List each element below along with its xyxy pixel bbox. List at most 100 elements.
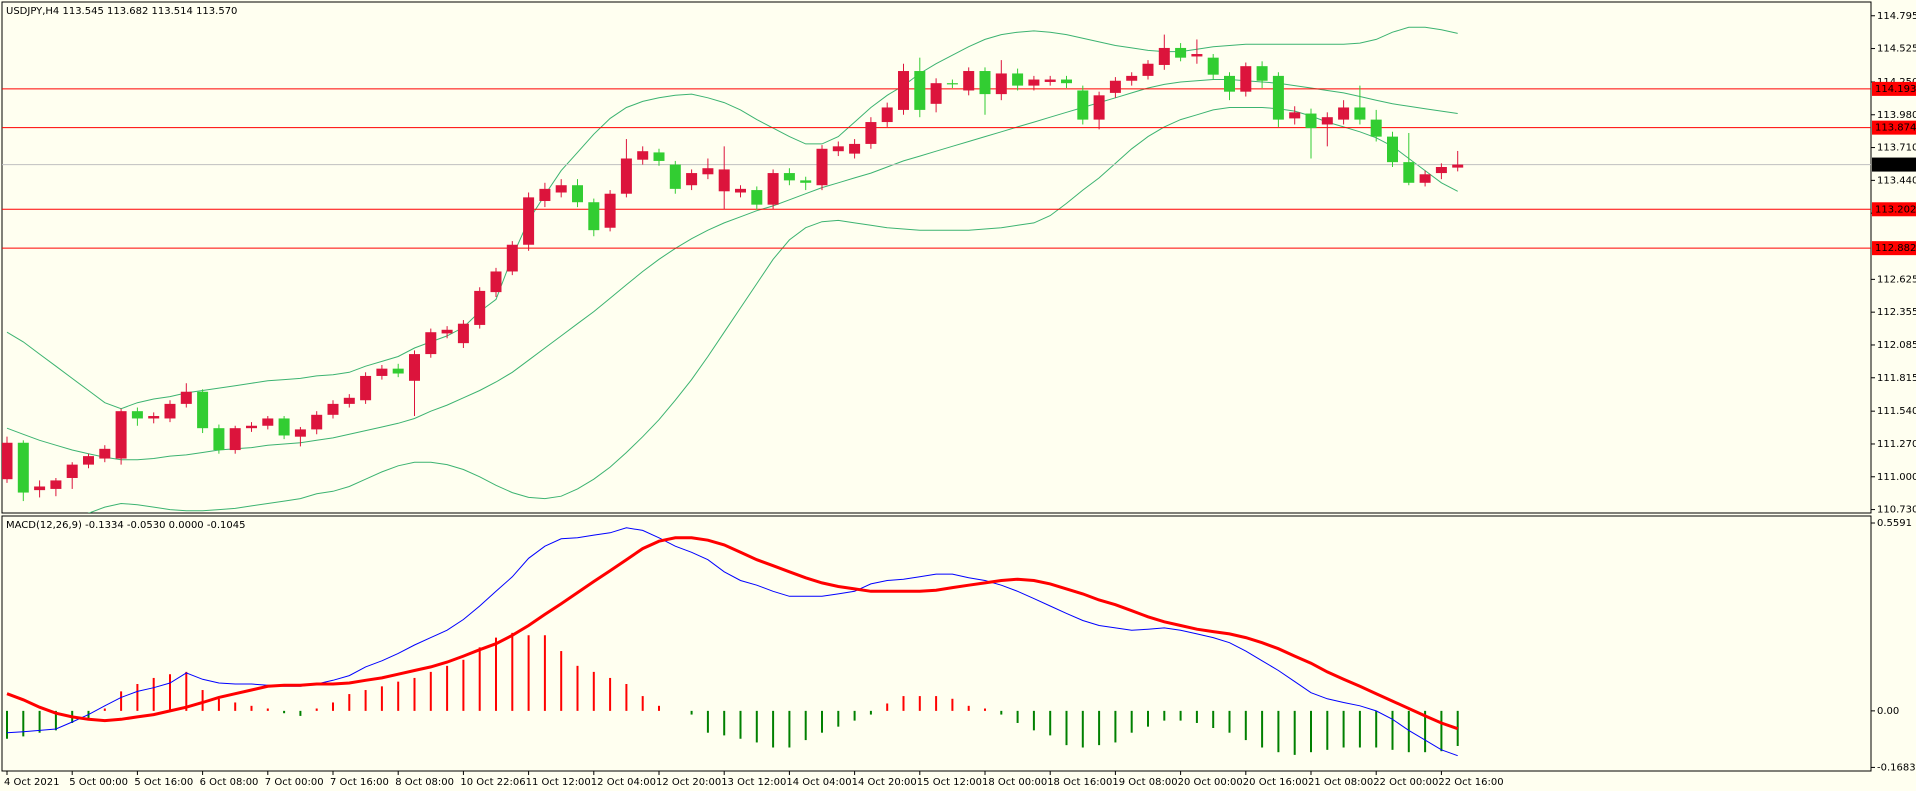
candle-body [1435, 166, 1447, 174]
candle-body [294, 429, 306, 437]
candle-body [1012, 73, 1024, 86]
candle-body [131, 411, 143, 419]
candle-body [425, 332, 437, 355]
candle-body [751, 190, 763, 205]
candle-body [148, 416, 160, 419]
y-tick-label: 114.795 [1877, 11, 1916, 22]
x-tick-label: 20 Oct 16:00 [1243, 777, 1308, 788]
candle-body [1305, 113, 1317, 129]
candle-body [572, 185, 583, 203]
candle-body [474, 290, 486, 325]
x-tick-label: 12 Oct 04:00 [591, 777, 656, 788]
y-tick-label: 113.440 [1877, 175, 1916, 186]
candle-body [213, 428, 225, 451]
candle-body [376, 368, 388, 376]
candle-body [767, 173, 779, 205]
chart-title: USDJPY,H4 113.545 113.682 113.514 113.57… [6, 6, 237, 17]
candle-body [1354, 107, 1366, 120]
candle-body [392, 368, 404, 374]
candle-body [1272, 75, 1284, 120]
candle-body [686, 173, 698, 186]
candle-body [1419, 174, 1431, 183]
level-tag [1872, 81, 1916, 96]
candle-body [409, 354, 420, 381]
band [6, 79, 1458, 461]
candle-body [653, 152, 665, 161]
candle-body [327, 403, 339, 415]
y-tick-label: 111.540 [1877, 406, 1916, 417]
candle-body [604, 193, 616, 228]
candle-body [2, 442, 13, 480]
candle-body [343, 397, 355, 404]
candle-body [1158, 47, 1170, 65]
candle-body [1175, 47, 1187, 58]
candle-body [490, 271, 502, 293]
x-tick-label: 18 Oct 16:00 [1047, 777, 1112, 788]
y-tick-label: 111.815 [1877, 373, 1916, 384]
price-tag [1872, 157, 1916, 172]
x-tick-label: 15 Oct 12:00 [917, 777, 982, 788]
x-tick-label: 14 Oct 04:00 [786, 777, 851, 788]
candle-body [1289, 112, 1301, 119]
candle-body [1387, 136, 1398, 163]
candle-body [1191, 54, 1203, 57]
y-tick-label: 111.270 [1877, 439, 1916, 450]
y-tick-label: 114.525 [1877, 44, 1916, 55]
candle-body [17, 442, 29, 493]
candle-body [816, 148, 828, 186]
y-tick-label: 110.730 [1877, 505, 1916, 516]
candle-body [930, 83, 942, 104]
candle-body [246, 425, 257, 429]
candle-body [995, 73, 1007, 95]
x-tick-label: 5 Oct 16:00 [134, 777, 193, 788]
candle-body [783, 173, 795, 181]
candle-body [1028, 79, 1040, 86]
y-tick-label: 112.355 [1877, 307, 1916, 318]
x-tick-label: 5 Oct 00:00 [69, 777, 128, 788]
candle-body [83, 456, 94, 465]
x-tick-label: 11 Oct 12:00 [526, 777, 591, 788]
candle-body [115, 411, 127, 459]
candle-body [1093, 95, 1105, 120]
y-tick-label: 112.085 [1877, 340, 1916, 351]
y-tick-label: 0.00 [1877, 706, 1899, 717]
candle-body [555, 185, 567, 193]
candle-body [457, 323, 469, 344]
level-tag [1872, 241, 1916, 256]
y-tick-label: 113.980 [1877, 110, 1916, 121]
indicator-title: MACD(12,26,9) -0.1334 -0.0530 0.0000 -0.… [6, 520, 245, 531]
candle-body [702, 168, 714, 175]
candle-body [620, 158, 632, 194]
candle-body [1403, 162, 1415, 183]
candle-body [1126, 75, 1138, 81]
band [87, 107, 1458, 513]
candle-body [523, 197, 535, 245]
macd-panel [1, 515, 1872, 772]
signal-line [6, 536, 1459, 731]
y-tick-label: -0.1683 [1877, 762, 1916, 773]
candle-body [506, 244, 518, 272]
candle-body [1240, 66, 1252, 92]
x-tick-label: 19 Oct 08:00 [1112, 777, 1177, 788]
candle-body [963, 71, 975, 91]
candle-body [164, 403, 176, 419]
candle-body [800, 180, 812, 183]
axes: USDJPY,H4 113.545 113.682 113.514 113.57… [4, 6, 1916, 788]
x-tick-label: 6 Oct 08:00 [200, 777, 259, 788]
candle-body [1370, 119, 1382, 137]
x-tick-label: 10 Oct 22:06 [460, 777, 525, 788]
candle-body [197, 391, 209, 429]
level-label: 113.202 [1875, 204, 1916, 215]
candle-body [735, 188, 746, 193]
x-tick-label: 7 Oct 00:00 [265, 777, 324, 788]
x-tick-label: 14 Oct 20:00 [852, 777, 917, 788]
candle-body [441, 329, 453, 334]
y-tick-label: 0.5591 [1877, 518, 1912, 529]
candle-body [50, 480, 62, 489]
candle-body [311, 414, 323, 430]
candle-body [99, 448, 111, 459]
candle-body [1044, 79, 1056, 82]
candle-body [718, 169, 730, 192]
